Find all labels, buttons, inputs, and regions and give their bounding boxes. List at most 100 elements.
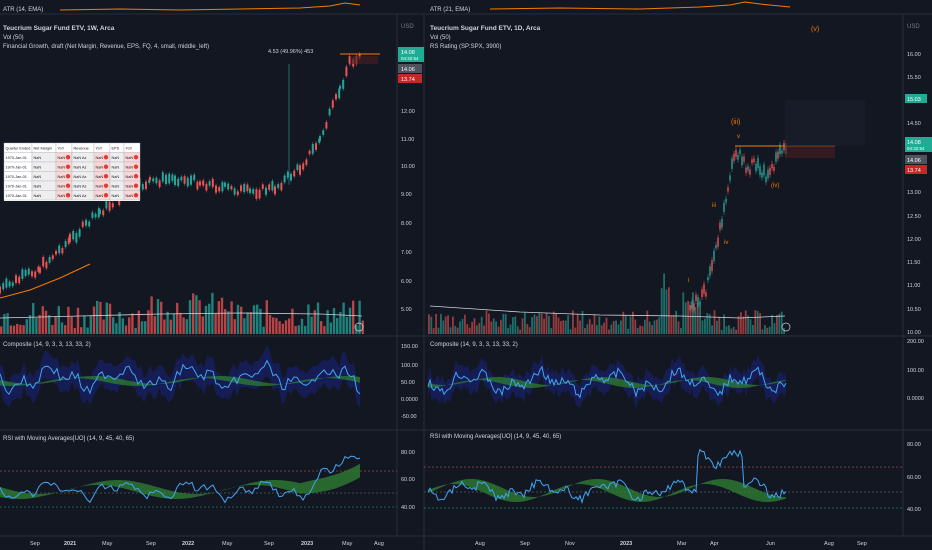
right-volume-bar: [720, 329, 723, 334]
right-volume-bar: [490, 321, 493, 334]
right-volume-bar: [512, 317, 514, 334]
left-volume-bar: [188, 300, 192, 334]
fin-table-status-dot: [133, 155, 139, 160]
left-volume-bar: [134, 327, 137, 334]
left-candle-body: [61, 248, 64, 254]
right-currency-label: USD: [907, 24, 920, 30]
left-volume-bar: [281, 323, 284, 334]
fin-table-value: 1970-Jan-01: [6, 166, 27, 170]
left-candle-body: [280, 182, 283, 191]
right-rsi-tick-60: 60.00: [907, 475, 921, 481]
left-volume-bar: [105, 302, 108, 334]
right-volume-bar: [629, 316, 632, 334]
left-volume-bar: [108, 303, 112, 334]
right-x-tick: Apr: [710, 541, 719, 547]
left-candle-body: [168, 173, 171, 184]
left-main-pane[interactable]: 4.53 (49.96%) 453 Teucrium Sugar Fund ET…: [0, 24, 424, 334]
right-volume-bar: [567, 315, 569, 334]
right-volume-bar: [627, 328, 629, 334]
left-candle-body: [105, 200, 108, 209]
right-price-badge-last: [905, 137, 932, 152]
fin-table-value: NaN: [58, 166, 66, 170]
right-time-axis[interactable]: Aug Sep Nov 2023 Mar Apr Jun Aug Sep: [475, 541, 867, 547]
left-candle-body: [58, 245, 61, 254]
right-volume-bar: [718, 316, 721, 334]
right-candle-body: [751, 159, 753, 164]
left-side-price-axis[interactable]: 12.00 11.00 10.00 9.00 8.00 7.00 6.00 5.00: [401, 109, 415, 313]
left-composite-line: [0, 359, 361, 396]
left-candle-body: [94, 213, 97, 218]
right-volume-bar: [569, 329, 572, 334]
right-x-tick: Sep: [520, 541, 530, 547]
left-rsi-tick-80: 80.00: [401, 450, 415, 456]
right-y-tick: 12.00: [907, 237, 921, 243]
left-earnings-marker-icon[interactable]: [354, 322, 364, 332]
fin-table-value: NaN Az: [74, 185, 87, 189]
left-volume-bar: [329, 322, 332, 334]
right-volume-bar: [432, 328, 435, 334]
right-volume-bar: [488, 313, 490, 334]
left-candle-body: [325, 122, 328, 129]
right-volume-bar: [761, 329, 764, 334]
right-candle-body: [757, 157, 759, 169]
right-composite-label: Composite (14, 9, 3, 3, 13, 33, 2): [430, 342, 518, 348]
right-price-badge-last-text: 14.08: [907, 140, 921, 146]
fin-table-value: NaN: [96, 185, 104, 189]
right-volume-bar: [588, 319, 591, 334]
right-stop-zone: [785, 146, 835, 158]
fin-table-value: NaN: [58, 156, 66, 160]
left-candle-body: [252, 189, 255, 194]
right-volume-bar: [773, 322, 776, 334]
fin-table-header: Quarter Ended: [6, 147, 31, 151]
right-price-badge-last-timer: 04:32:54: [907, 146, 925, 151]
left-volume-bar: [246, 312, 249, 334]
left-composite-pane[interactable]: Composite (14, 9, 3, 3, 13, 33, 2) 150.0…: [0, 342, 418, 420]
right-volume-bar: [634, 319, 637, 334]
left-indicator-label: Financial Growth, draft (Net Margin, Rev…: [3, 44, 209, 50]
left-candle-body: [27, 268, 30, 275]
right-candle-body: [735, 149, 737, 157]
fin-table-value: NaN: [34, 194, 42, 198]
left-time-axis[interactable]: Sep 2021 May Sep 2022 May Sep 2023 May A…: [30, 541, 384, 547]
right-volume-bar: [502, 313, 505, 334]
right-volume-bar: [665, 289, 668, 334]
left-candle-body: [221, 182, 224, 192]
left-volume-bar: [201, 316, 204, 334]
right-volume-bar: [723, 314, 725, 334]
left-volume-bar: [227, 311, 230, 334]
left-volume-bar: [9, 325, 12, 334]
fin-table-value: NaN Az: [74, 175, 87, 179]
left-candle-body: [218, 187, 221, 192]
left-candle-body: [18, 276, 21, 284]
left-volume-bar: [51, 325, 54, 334]
right-volume-bar: [500, 319, 502, 334]
left-volume-bar: [310, 316, 313, 334]
right-volume-bar: [699, 304, 701, 334]
right-volume-bar: [608, 329, 610, 334]
left-candle-body: [215, 185, 217, 193]
left-volume-bar: [80, 327, 83, 334]
right-candle-body: [755, 163, 757, 172]
right-volume-ma: [429, 305, 786, 319]
left-volume-bar: [345, 316, 348, 334]
fin-table-value: 1970-Jan-01: [6, 156, 27, 160]
left-rsi-pane[interactable]: RSI with Moving Averages[UO] (14, 9, 45,…: [0, 436, 415, 511]
left-x-tick: Sep: [264, 541, 274, 547]
right-volume-bar: [716, 320, 718, 334]
left-volume-bar: [195, 295, 198, 334]
right-earnings-marker-icon[interactable]: [781, 322, 791, 332]
right-volume-bar: [692, 292, 694, 334]
right-volume-bar: [646, 310, 649, 334]
left-trendline[interactable]: [0, 263, 91, 299]
right-rsi-pane[interactable]: RSI with Moving Averages[UO] (14, 9, 45,…: [424, 434, 921, 513]
left-side-y-tick: 10.00: [401, 164, 415, 170]
left-side-y-tick: 6.00: [401, 279, 412, 285]
left-candle-body: [230, 186, 233, 190]
left-candle-body: [305, 159, 308, 165]
right-composite-pane[interactable]: Composite (14, 9, 3, 3, 13, 33, 2) 200.0…: [427, 339, 924, 410]
right-main-pane[interactable]: (v) (iii) v iii iv (iv) i Teucrium Sugar…: [401, 24, 932, 336]
left-volume-bar: [137, 310, 140, 334]
left-volume-bar: [25, 319, 28, 334]
left-rsi-tick-40: 40.00: [401, 505, 415, 511]
